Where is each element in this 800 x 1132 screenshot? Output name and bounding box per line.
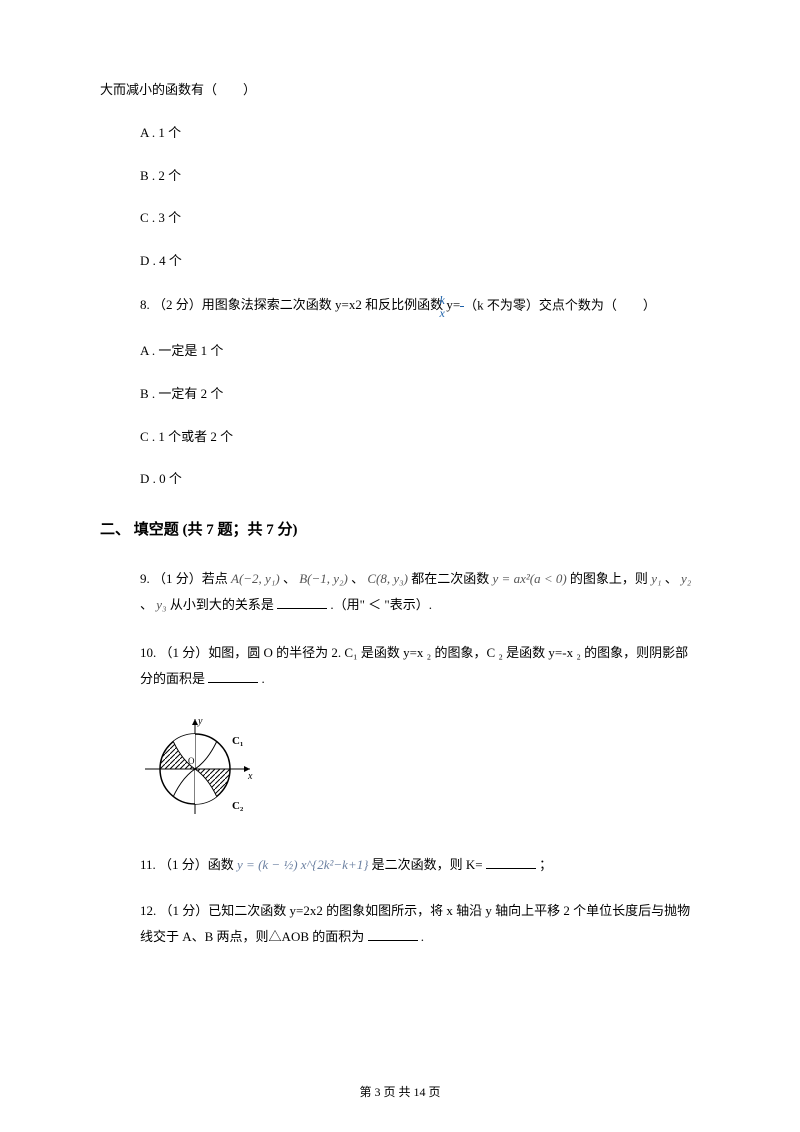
- q8-post: （k 不为零）交点个数为（ ）: [464, 297, 656, 312]
- q12-stem: 12. （1 分）已知二次函数 y=2x2 的图象如图所示，将 x 轴沿 y 轴…: [100, 898, 700, 950]
- q10-tail: .: [262, 671, 265, 686]
- q11-expr: y = (k − ½) x^{2k²−k+1}: [237, 857, 368, 872]
- blank-q12[interactable]: [368, 928, 418, 941]
- q9-func: y = ax²(a < 0): [493, 571, 567, 586]
- q8-pre: 8. （2 分）用图象法探索二次函数 y=x2 和反比例函数 y=: [100, 297, 460, 312]
- point-a: A(−2, y₁): [231, 571, 280, 586]
- label-y-axis: y: [197, 716, 203, 727]
- q9-s2: 、: [140, 597, 156, 612]
- section-2-title: 二、 填空题 (共 7 题；共 7 分): [100, 518, 700, 542]
- q9-sep1: 、: [283, 571, 299, 586]
- q-prev-opt-d: D . 4 个: [100, 251, 700, 272]
- q11-stem: 11. （1 分）函数 y = (k − ½) x^{2k²−k+1} 是二次函…: [100, 855, 700, 876]
- q8-stem: 8. （2 分）用图象法探索二次函数 y=x2 和反比例函数 y=kx（k 不为…: [100, 294, 700, 319]
- q8-opt-c: C . 1 个或者 2 个: [100, 427, 700, 448]
- q10-stem: 10. （1 分）如图，圆 O 的半径为 2. C₁ 是函数 y=x ₂ 的图象…: [100, 640, 700, 692]
- label-c1: C₁: [232, 735, 243, 747]
- q8-opt-d: D . 0 个: [100, 469, 700, 490]
- blank-q11[interactable]: [486, 856, 536, 869]
- blank-q10[interactable]: [208, 670, 258, 683]
- circle-parabola-diagram: C₁ C₂ O y x: [140, 714, 260, 824]
- q9-sep2: 、: [351, 571, 367, 586]
- y2: y₂: [681, 571, 691, 586]
- q-prev-stem: 大而减小的函数有（ ）: [100, 80, 700, 101]
- y3: y₃: [156, 597, 166, 612]
- label-x-axis: x: [247, 771, 253, 782]
- q9-mid4: 的图象上，则: [570, 571, 651, 586]
- q9-pre: 9. （1 分）若点: [100, 571, 231, 586]
- label-o: O: [188, 756, 195, 766]
- q8-opt-b: B . 一定有 2 个: [100, 384, 700, 405]
- q8-opt-a: A . 一定是 1 个: [100, 341, 700, 362]
- q11-post: 是二次函数，则 K=: [372, 857, 483, 872]
- q-prev-opt-c: C . 3 个: [100, 208, 700, 229]
- blank-q9[interactable]: [277, 596, 327, 609]
- q9-tail: .（用" ＜ "表示）.: [330, 597, 432, 612]
- point-c: C(8, y₃): [367, 571, 408, 586]
- q9-stem: 9. （1 分）若点 A(−2, y₁) 、 B(−1, y₂) 、 C(8, …: [100, 566, 700, 618]
- q9-s1: 、: [665, 571, 681, 586]
- q9-mid3: 都在二次函数: [411, 571, 492, 586]
- label-c2: C₂: [232, 800, 244, 812]
- q12-tail: .: [421, 929, 424, 944]
- q-prev-opt-b: B . 2 个: [100, 166, 700, 187]
- q10-figure: C₁ C₂ O y x: [140, 714, 700, 831]
- q11-tail: ；: [539, 857, 552, 872]
- q9-post: 从小到大的关系是: [170, 597, 274, 612]
- point-b: B(−1, y₂): [299, 571, 348, 586]
- page-footer: 第 3 页 共 14 页: [0, 1083, 800, 1102]
- q10-text: 10. （1 分）如图，圆 O 的半径为 2. C₁ 是函数 y=x ₂ 的图象…: [100, 645, 688, 686]
- q-prev-opt-a: A . 1 个: [100, 123, 700, 144]
- y1: y₁: [651, 571, 661, 586]
- q11-pre: 11. （1 分）函数: [140, 857, 237, 872]
